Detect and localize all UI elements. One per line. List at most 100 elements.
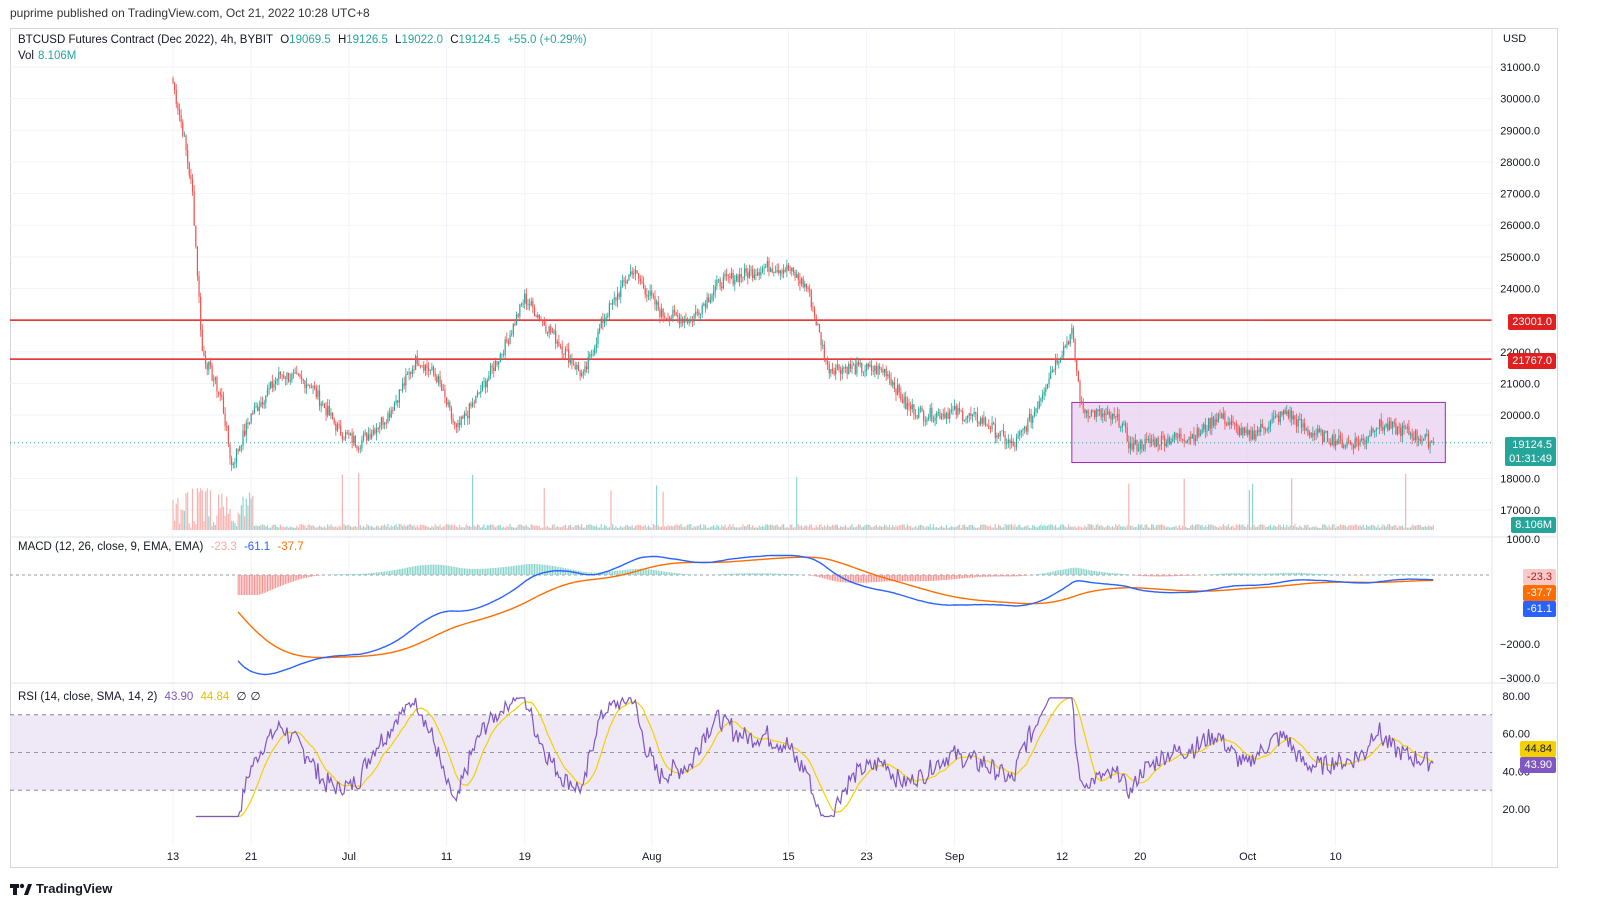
candle-body [1240, 427, 1242, 436]
volume-bar [973, 526, 975, 530]
candle-body [323, 403, 326, 408]
macd-histogram-bar [509, 566, 511, 575]
volume-bar [289, 526, 291, 530]
macd-histogram-bar [682, 573, 684, 575]
macd-histogram-bar [905, 575, 907, 582]
candle-body [476, 392, 479, 396]
candle-body [717, 279, 720, 281]
time-axis-label: Jul [342, 851, 356, 863]
volume-bar [226, 496, 228, 530]
volume-bar [826, 524, 829, 530]
candle-body [1413, 437, 1415, 441]
candle-body [1317, 428, 1319, 435]
volume-bar [675, 524, 677, 530]
candle-body [196, 246, 199, 277]
consolidation-range-box[interactable] [1071, 401, 1446, 464]
macd-histogram-bar [1063, 569, 1065, 575]
volume-bar [1133, 527, 1135, 530]
macd-histogram-bar [879, 575, 881, 582]
candle-body [787, 265, 790, 271]
candle-body [638, 273, 640, 279]
candle-body [566, 348, 568, 350]
macd-histogram-bar [1239, 573, 1241, 575]
volume-bar [980, 524, 982, 530]
macd-histogram-bar [965, 575, 967, 579]
candle-body [499, 354, 501, 362]
candle-body [983, 417, 985, 424]
volume-bar [1307, 524, 1309, 530]
volume-bar [1155, 525, 1158, 530]
volume-bar [1265, 527, 1267, 530]
macd-histogram-bar [1157, 575, 1159, 577]
macd-histogram-bar [1331, 574, 1333, 575]
candle-body [187, 150, 189, 164]
volume-bar [743, 526, 746, 530]
macd-histogram-bar [1134, 575, 1136, 576]
rsi-title[interactable]: RSI (14, close, SMA, 14, 2) [18, 691, 158, 703]
volume-bar [564, 524, 567, 530]
volume-bar [563, 525, 565, 530]
volume-bar [768, 525, 770, 530]
candle-body [325, 407, 327, 416]
candle-body [226, 425, 228, 427]
candle-body [216, 377, 218, 392]
volume-bar [1400, 526, 1402, 530]
volume-bar [244, 516, 246, 530]
macd-histogram-bar [970, 575, 972, 578]
candle-body [892, 382, 894, 385]
volume-bar [1007, 524, 1009, 530]
macd-histogram-bar [314, 575, 316, 577]
tradingview-footer[interactable]: TradingView [10, 881, 112, 896]
candle-body [783, 269, 785, 274]
volume-bar [885, 525, 887, 530]
volume-bar [1001, 527, 1003, 530]
volume-bar [525, 524, 527, 530]
candle-body [1432, 441, 1434, 443]
candle-body [315, 388, 317, 398]
macd-histogram-bar [1024, 575, 1026, 576]
macd-histogram-bar [783, 573, 785, 575]
volume-bar [952, 526, 954, 530]
volume-bar [1305, 525, 1307, 530]
symbol-title[interactable]: BTCUSD Futures Contract (Dec 2022), 4h, … [18, 34, 274, 46]
volume-bar [185, 493, 187, 530]
volume-bar [1020, 527, 1022, 530]
volume-bar [1017, 525, 1019, 530]
macd-histogram-bar [275, 575, 277, 589]
macd-histogram-bar [910, 575, 912, 582]
candle-body [314, 386, 316, 389]
volume-bar [1110, 527, 1112, 530]
candle-body [1330, 443, 1332, 446]
candle-body [548, 326, 550, 334]
macd-histogram-bar [778, 573, 780, 575]
candle-body [299, 374, 301, 377]
volume-bar [546, 525, 549, 530]
volume-bar [1177, 527, 1179, 530]
candle-body [739, 274, 741, 283]
price-tick-label: 29000.0 [1500, 125, 1540, 137]
volume-bar [309, 524, 311, 530]
macd-histogram-bar [463, 568, 465, 575]
candle-body [198, 276, 200, 297]
volume-bar [1406, 527, 1408, 530]
volume-bar [927, 526, 930, 530]
candle-body [856, 362, 858, 374]
macd-histogram-bar [446, 565, 448, 575]
macd-histogram-bar [483, 568, 485, 575]
volume-bar [989, 525, 992, 530]
volume-bar [962, 525, 964, 530]
candle-body [551, 332, 554, 334]
macd-histogram-bar [1302, 572, 1304, 575]
macd-title[interactable]: MACD (12, 26, close, 9, EMA, EMA) [18, 541, 204, 553]
time-axis-label: 10 [1330, 851, 1342, 863]
volume-bar [1323, 524, 1325, 530]
macd-histogram-bar [641, 568, 643, 575]
volume-bar [371, 525, 373, 530]
macd-histogram-bar [1410, 574, 1412, 575]
volume-bar [470, 526, 472, 530]
macd-histogram-bar [240, 575, 242, 595]
candle-body [1110, 414, 1112, 420]
candle-body [1072, 328, 1075, 340]
macd-histogram-bar [247, 575, 249, 595]
